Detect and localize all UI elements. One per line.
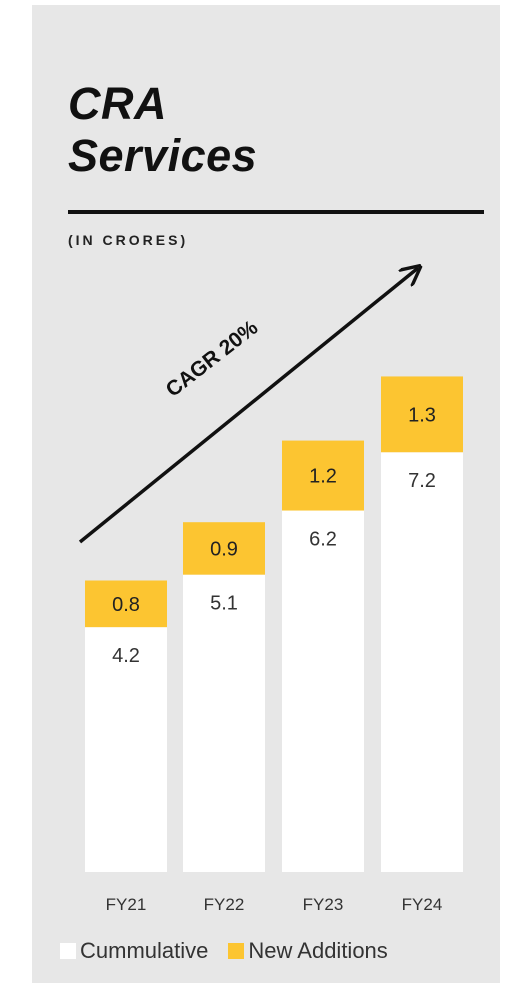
bar-new-additions-fy22 — [183, 522, 265, 575]
x-tick-fy24: FY24 — [402, 895, 443, 914]
x-tick-fy21: FY21 — [106, 895, 147, 914]
x-tick-fy22: FY22 — [204, 895, 245, 914]
cagr-label: CAGR 20% — [162, 316, 263, 402]
data-label-new-additions-fy21: 0.8 — [112, 594, 140, 616]
data-label-new-additions-fy22: 0.9 — [210, 538, 238, 560]
bar-cumulative-fy21 — [85, 627, 167, 872]
x-tick-fy23: FY23 — [303, 895, 344, 914]
legend-item-cumulative: Cummulative — [60, 938, 208, 964]
legend-label-cumulative: Cummulative — [80, 938, 209, 963]
bar-new-additions-fy24 — [381, 376, 463, 453]
bar-cumulative-fy23 — [282, 510, 364, 872]
data-label-cumulative-fy22: 5.1 — [210, 593, 238, 615]
bar-new-additions-fy21 — [85, 580, 167, 628]
legend-swatch-cumulative — [60, 943, 76, 959]
bar-cumulative-fy22 — [183, 574, 265, 872]
chart-title: CRA Services — [68, 78, 257, 182]
data-label-cumulative-fy21: 4.2 — [112, 645, 140, 667]
data-label-new-additions-fy23: 1.2 — [309, 466, 337, 488]
chart-title-line-2: Services — [68, 130, 258, 181]
title-divider — [68, 210, 484, 214]
unit-subtitle: (IN CRORES) — [68, 232, 189, 248]
data-label-cumulative-fy24: 7.2 — [408, 470, 436, 492]
legend-swatch-new-additions — [228, 943, 245, 959]
data-label-new-additions-fy24: 1.3 — [408, 404, 436, 426]
bar-cumulative-fy24 — [381, 452, 463, 872]
data-label-cumulative-fy23: 6.2 — [309, 529, 337, 551]
chart-title-line-1: CRA — [68, 78, 167, 129]
cagr-arrow — [78, 268, 418, 544]
chart-legend: Cummulative New Additions — [60, 938, 408, 964]
bar-new-additions-fy23 — [282, 440, 364, 511]
legend-label-new-additions: New Additions — [248, 938, 388, 963]
legend-item-new-additions: New Additions — [228, 938, 388, 964]
